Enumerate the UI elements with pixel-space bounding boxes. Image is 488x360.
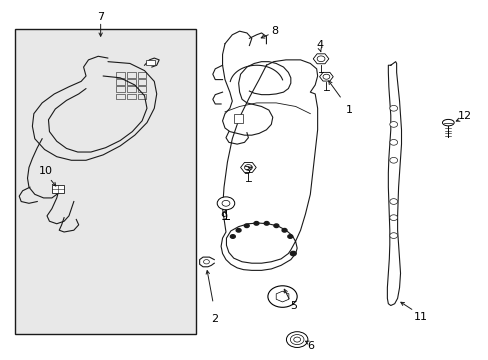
Text: 12: 12 bbox=[457, 111, 471, 121]
Bar bbox=[116, 72, 125, 78]
Polygon shape bbox=[313, 54, 328, 64]
Circle shape bbox=[290, 334, 304, 345]
Circle shape bbox=[236, 229, 241, 232]
Bar bbox=[138, 79, 146, 85]
Circle shape bbox=[389, 139, 397, 145]
Bar bbox=[138, 86, 146, 92]
Bar bbox=[138, 72, 146, 78]
Circle shape bbox=[389, 105, 397, 111]
Bar bbox=[127, 86, 136, 92]
Bar bbox=[146, 60, 155, 64]
Bar bbox=[15, 30, 195, 334]
Bar bbox=[127, 79, 136, 85]
Polygon shape bbox=[240, 162, 256, 172]
Bar bbox=[52, 185, 64, 193]
Bar bbox=[116, 94, 125, 99]
Circle shape bbox=[273, 224, 278, 228]
Bar bbox=[233, 114, 242, 123]
Bar bbox=[127, 94, 136, 99]
Bar bbox=[116, 79, 125, 85]
Text: 10: 10 bbox=[39, 166, 53, 176]
Text: 7: 7 bbox=[97, 12, 104, 22]
Circle shape bbox=[230, 235, 235, 238]
Bar bbox=[127, 72, 136, 78]
Text: 6: 6 bbox=[306, 341, 314, 351]
Circle shape bbox=[217, 197, 234, 210]
Circle shape bbox=[389, 215, 397, 221]
Polygon shape bbox=[276, 291, 288, 302]
Polygon shape bbox=[319, 72, 332, 81]
Circle shape bbox=[253, 221, 258, 225]
Text: 5: 5 bbox=[289, 301, 296, 311]
Text: 4: 4 bbox=[316, 40, 323, 50]
Text: 11: 11 bbox=[413, 312, 427, 322]
Circle shape bbox=[293, 337, 300, 342]
Text: 9: 9 bbox=[220, 212, 227, 221]
Text: 8: 8 bbox=[271, 26, 278, 36]
Circle shape bbox=[203, 260, 209, 264]
Circle shape bbox=[282, 229, 286, 232]
Text: 1: 1 bbox=[345, 105, 352, 115]
Circle shape bbox=[389, 233, 397, 238]
Circle shape bbox=[317, 56, 325, 62]
Circle shape bbox=[389, 122, 397, 127]
Circle shape bbox=[244, 165, 252, 170]
Circle shape bbox=[222, 201, 229, 206]
Ellipse shape bbox=[442, 120, 453, 126]
Circle shape bbox=[290, 251, 296, 256]
Circle shape bbox=[389, 157, 397, 163]
Text: 3: 3 bbox=[243, 166, 250, 176]
Text: 2: 2 bbox=[210, 314, 217, 324]
Circle shape bbox=[244, 224, 249, 228]
Circle shape bbox=[286, 332, 307, 347]
Circle shape bbox=[264, 221, 268, 225]
Circle shape bbox=[267, 286, 297, 307]
Circle shape bbox=[323, 74, 329, 79]
Circle shape bbox=[389, 199, 397, 204]
Bar bbox=[116, 86, 125, 92]
Bar bbox=[138, 94, 146, 99]
Circle shape bbox=[287, 235, 292, 238]
